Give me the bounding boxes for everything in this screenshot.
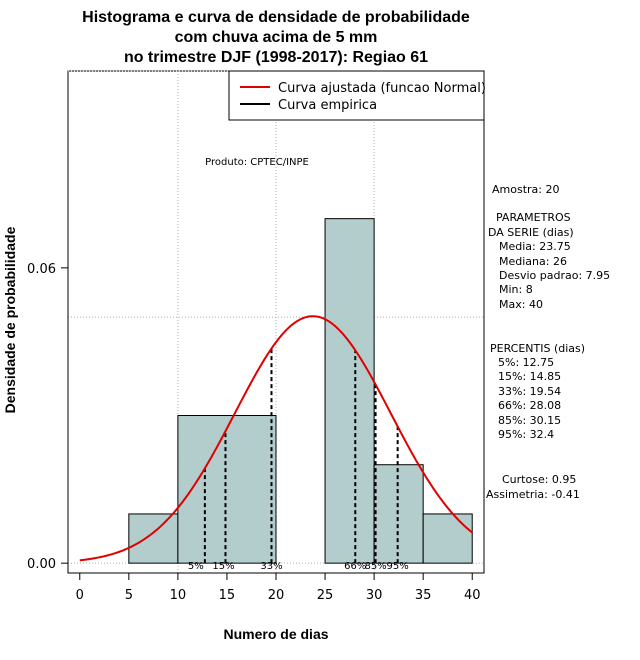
stat-curtose: Curtose: 0.95 <box>502 473 576 486</box>
stat-param-header-2: DA SERIE (dias) <box>488 226 574 239</box>
legend-box <box>228 70 485 121</box>
product-annotation: Produto: CPTEC/INPE <box>205 157 309 168</box>
histogram-bar-3 <box>324 218 375 564</box>
histogram-bar-5 <box>422 513 473 564</box>
chart-title-line-1: Histograma e curva de densidade de proba… <box>82 9 470 26</box>
x-tick-label-2: 10 <box>170 588 187 603</box>
x-tick-label-7: 35 <box>415 588 432 603</box>
statistics-panel: Amostra: 20 PARAMETROS DA SERIE (dias) M… <box>486 183 610 501</box>
x-axis-title: Numero de dias <box>223 626 328 642</box>
percentile-label-4: 85% <box>364 561 386 572</box>
percentile-label-5: 95% <box>387 561 409 572</box>
y-tick-label-0: 0.00 <box>27 557 56 572</box>
stat-p5: 5%: 12.75 <box>498 356 554 369</box>
chart-title-line-3: no trimestre DJF (1998-2017): Regiao 61 <box>124 49 428 66</box>
axes: 0 5 10 15 20 25 30 35 40 0.00 0.06 <box>27 262 480 603</box>
stat-p66: 66%: 28.08 <box>498 399 561 412</box>
stat-min: Min: 8 <box>499 283 533 296</box>
stat-p33: 33%: 19.54 <box>498 385 561 398</box>
normal-density-curve <box>79 315 473 562</box>
legend-label-fitted: Curva ajustada (funcao Normal) <box>278 81 486 96</box>
stat-mediana: Mediana: 26 <box>499 255 567 268</box>
legend-label-empirical: Curva empirica <box>278 98 377 113</box>
y-tick-label-1: 0.06 <box>27 262 56 277</box>
x-tick-label-1: 5 <box>125 588 133 603</box>
stat-perc-header: PERCENTIS (dias) <box>490 342 585 355</box>
histogram-bars <box>128 218 473 564</box>
stat-max: Max: 40 <box>499 298 543 311</box>
stat-p15: 15%: 14.85 <box>498 370 561 383</box>
percentile-label-2: 33% <box>260 561 282 572</box>
x-tick-label-4: 20 <box>268 588 285 603</box>
y-axis-title: Densidade de probabilidade <box>2 226 18 413</box>
percentile-label-0: 5% <box>188 561 204 572</box>
stat-assimetria: Assimetria: -0.41 <box>486 488 580 501</box>
stat-param-header-1: PARAMETROS <box>496 211 571 224</box>
legend: Curva ajustada (funcao Normal) Curva emp… <box>228 70 486 121</box>
percentile-label-3: 66% <box>344 561 366 572</box>
density-curve-layer <box>79 315 473 562</box>
percentile-label-1: 15% <box>212 561 234 572</box>
stat-media: Media: 23.75 <box>499 240 571 253</box>
x-tick-label-5: 25 <box>317 588 334 603</box>
x-tick-label-0: 0 <box>76 588 84 603</box>
x-tick-label-3: 15 <box>219 588 236 603</box>
histogram-bar-1 <box>177 415 277 564</box>
x-tick-label-6: 30 <box>366 588 383 603</box>
x-tick-label-8: 40 <box>464 588 481 603</box>
histogram-bar-0 <box>128 513 179 564</box>
stat-amostra: Amostra: 20 <box>492 183 559 196</box>
percentile-markers: 5% 15% 33% 66%85% 95% <box>188 348 409 572</box>
stat-desvio: Desvio padrao: 7.95 <box>499 269 610 282</box>
chart-title-line-2: com chuva acima de 5 mm <box>175 29 378 46</box>
stat-p85: 85%: 30.15 <box>498 414 561 427</box>
stat-p95: 95%: 32.4 <box>498 428 554 441</box>
